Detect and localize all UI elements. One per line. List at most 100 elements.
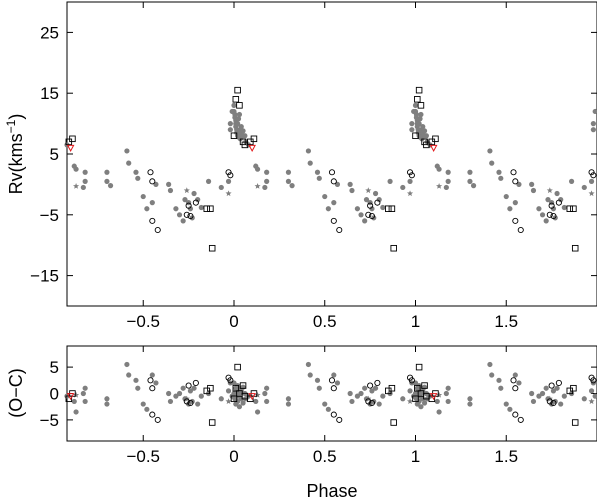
bottom-data-point: [420, 396, 426, 402]
top-data-point: [182, 197, 188, 203]
top-data-point: [362, 218, 368, 224]
top-data-point: [149, 217, 156, 224]
top-data-point: [588, 178, 595, 184]
top-data-point: [588, 190, 595, 197]
bottom-y-tick-label: −5: [40, 411, 59, 430]
bottom-data-point: [349, 398, 355, 405]
bottom-data-point: [367, 382, 374, 389]
bottom-data-point: [512, 372, 518, 378]
top-data-point: [82, 169, 88, 175]
top-data-point: [205, 178, 212, 184]
bottom-data-point: [354, 393, 361, 399]
top-data-point: [418, 111, 424, 118]
top-data-point: [510, 169, 517, 176]
top-data-point: [140, 193, 146, 200]
bottom-y-tick-label: 5: [50, 358, 59, 377]
top-data-point: [236, 111, 243, 118]
top-data-point: [331, 200, 337, 206]
bottom-data-point: [225, 388, 232, 394]
top-data-point: [264, 178, 270, 184]
top-data-point: [173, 206, 179, 212]
bottom-data-points: [64, 361, 597, 426]
bottom-data-point: [374, 379, 381, 386]
top-data-point: [330, 217, 337, 224]
top-panel: −0.5 0 0.5 1 1.5 −15 −5 5 15 25 Rv(kms−1): [4, 1, 597, 331]
bottom-data-point: [498, 385, 504, 391]
bottom-data-point: [173, 393, 179, 399]
top-data-point: [512, 217, 519, 224]
top-data-point: [489, 160, 495, 166]
top-data-point: [207, 205, 214, 212]
top-data-point: [176, 212, 183, 218]
top-data-point: [496, 169, 502, 175]
top-plot-frame: [66, 1, 597, 307]
bottom-data-point: [408, 377, 415, 384]
top-data-point: [503, 193, 509, 200]
bottom-data-point: [234, 363, 241, 371]
bottom-data-point: [104, 401, 110, 407]
top-data-point: [566, 205, 574, 212]
top-data-point: [325, 206, 331, 212]
bottom-data-point: [347, 390, 353, 397]
top-data-point: [227, 121, 233, 127]
bottom-data-point: [510, 377, 517, 384]
bottom-data-point: [592, 393, 597, 399]
top-data-point: [470, 183, 477, 189]
bottom-data-point: [546, 398, 553, 405]
top-data-point: [436, 166, 442, 172]
top-data-point: [232, 96, 240, 103]
bottom-x-tick-label: 0: [229, 447, 238, 466]
top-data-point: [347, 181, 353, 187]
top-data-point: [367, 202, 374, 209]
top-data-point: [561, 204, 567, 211]
bottom-data-point: [390, 419, 397, 426]
top-data-point: [144, 206, 150, 212]
bottom-data-point: [550, 388, 557, 394]
top-data-point: [406, 169, 414, 176]
top-data-point: [225, 169, 232, 176]
bottom-data-point: [416, 398, 422, 405]
bottom-data-point: [512, 411, 519, 418]
top-data-point: [423, 133, 429, 139]
bottom-data-point: [336, 416, 343, 423]
top-data-point: [264, 169, 270, 175]
bottom-data-point: [285, 396, 292, 402]
top-data-point: [554, 190, 560, 197]
bottom-data-point: [529, 390, 535, 397]
top-data-point: [436, 183, 443, 189]
bottom-data-point: [149, 385, 156, 392]
bottom-data-point: [550, 399, 557, 407]
bottom-data-point: [153, 380, 159, 386]
bottom-data-point: [489, 372, 495, 378]
bottom-data-point: [407, 398, 414, 405]
top-data-point: [66, 144, 75, 152]
bottom-y-axis-label: (O−C): [6, 368, 26, 418]
bottom-data-point: [232, 384, 240, 392]
top-data-point: [592, 108, 597, 115]
bottom-data-point: [429, 393, 438, 401]
top-data-point: [73, 183, 80, 189]
bottom-data-point: [358, 390, 364, 397]
bottom-data-point: [516, 380, 522, 386]
bottom-data-point: [380, 393, 386, 399]
top-data-point: [412, 132, 419, 140]
bottom-data-point: [66, 393, 75, 401]
top-data-point: [363, 197, 370, 203]
top-y-tick-label: 15: [40, 84, 59, 103]
top-data-point: [498, 175, 504, 181]
bottom-data-point: [305, 361, 312, 368]
top-data-point: [408, 172, 415, 179]
bottom-data-point: [149, 372, 155, 378]
bottom-data-point: [154, 416, 161, 423]
top-data-point: [229, 108, 235, 115]
top-data-point: [192, 199, 199, 206]
bottom-data-point: [414, 384, 421, 392]
top-x-tick-label: 0.5: [313, 312, 337, 331]
top-data-point: [234, 86, 241, 94]
top-data-point: [225, 190, 232, 197]
top-data-point: [183, 211, 190, 218]
top-y-tick-label: −5: [40, 206, 59, 225]
bottom-data-point: [503, 401, 509, 407]
top-data-point: [387, 178, 393, 184]
top-data-point: [388, 205, 396, 212]
